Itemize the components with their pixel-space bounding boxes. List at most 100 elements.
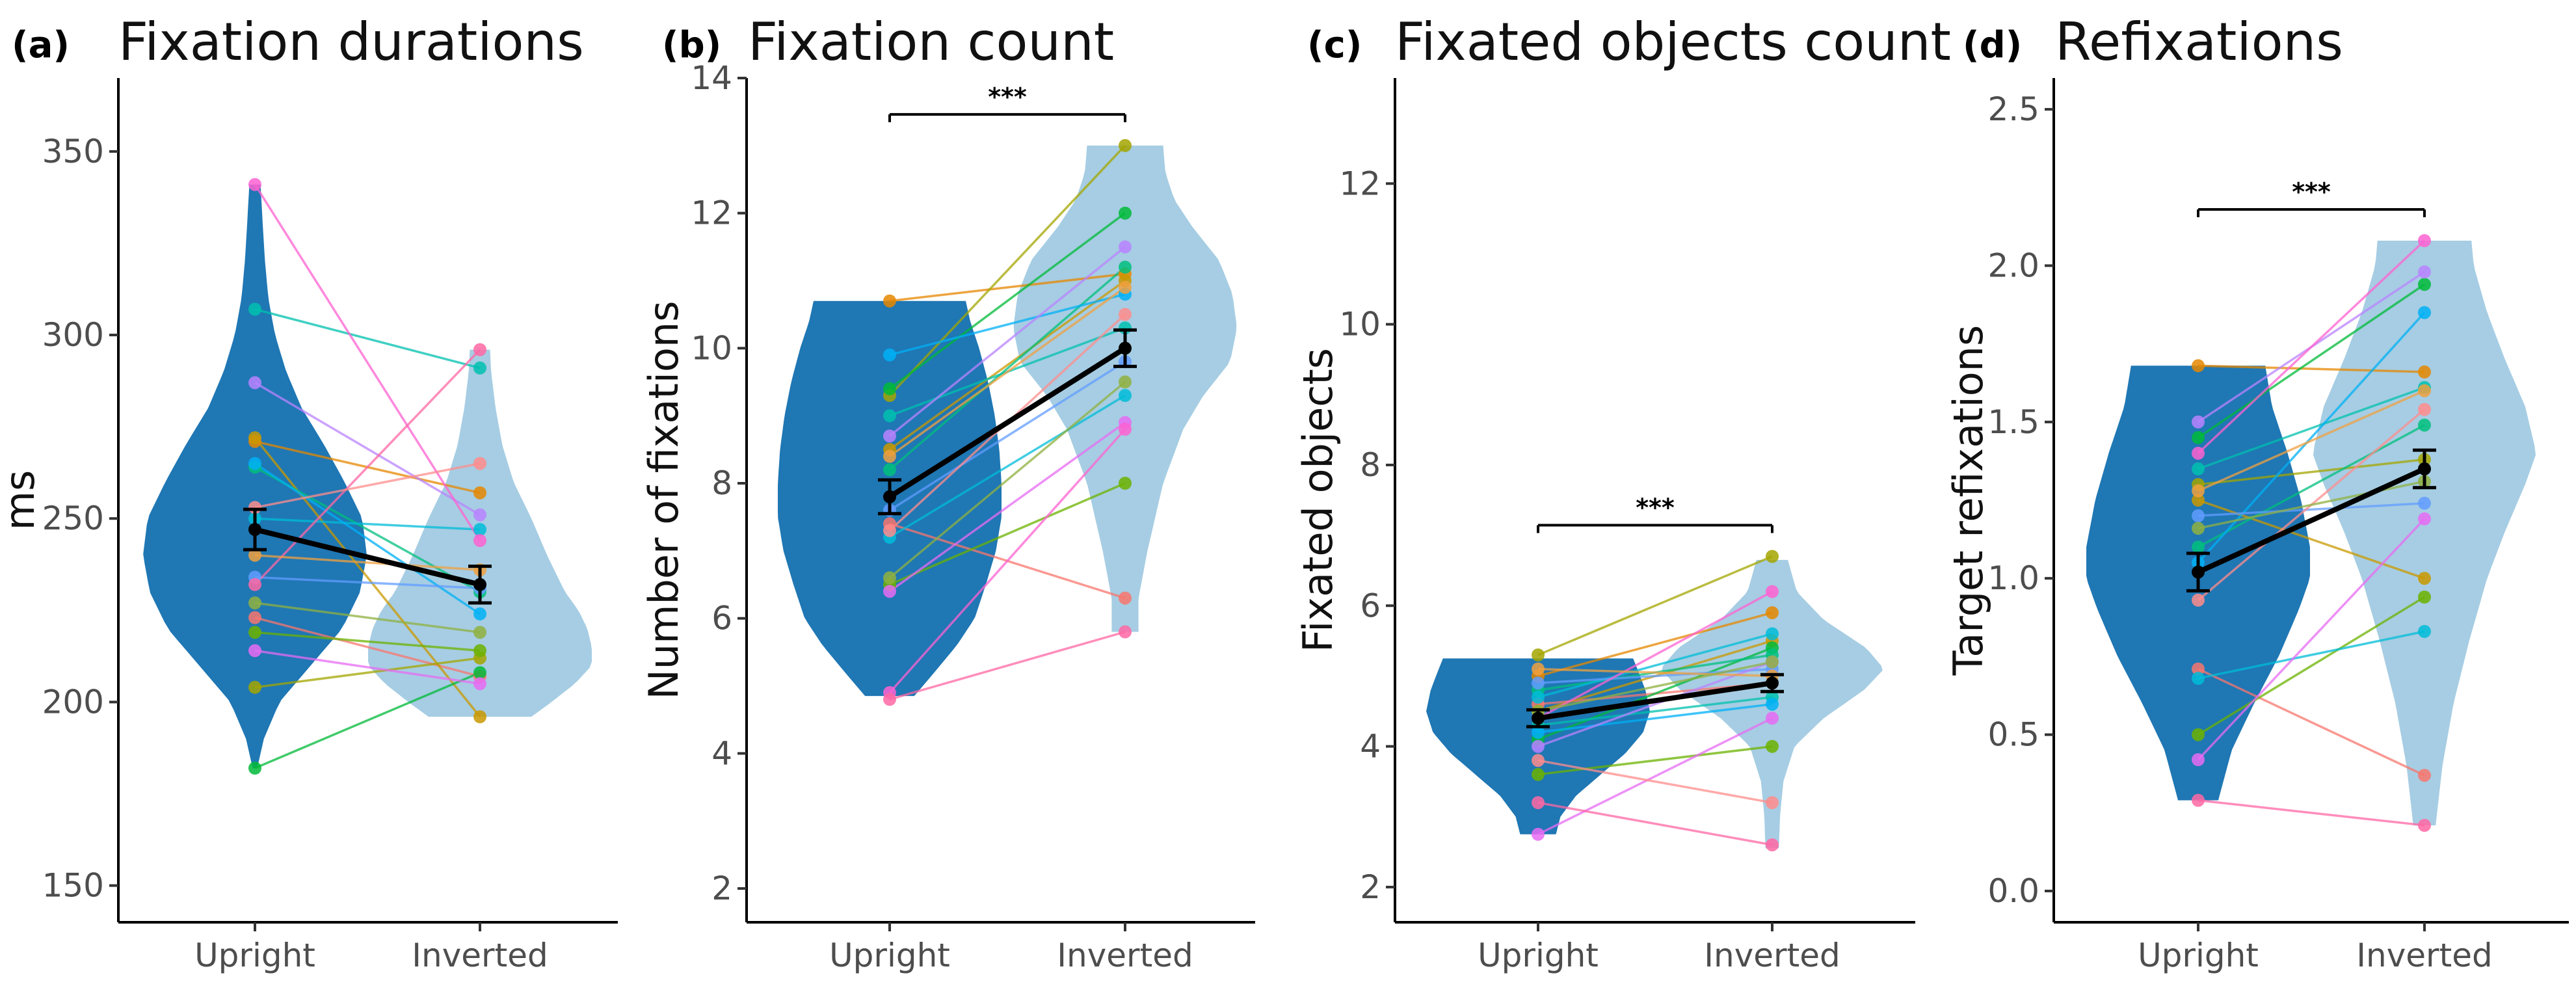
participant-line-18 bbox=[1537, 661, 1773, 713]
participant-point-18-inverted bbox=[1766, 655, 1779, 669]
participant-point-13-inverted bbox=[473, 677, 486, 691]
violin-inverted bbox=[1013, 145, 1237, 632]
participant-point-18-upright bbox=[2192, 522, 2205, 535]
y-tick-label: 14 bbox=[691, 59, 732, 97]
participant-point-12-inverted bbox=[473, 508, 486, 522]
participant-point-7-inverted bbox=[1119, 260, 1132, 274]
participant-line-4 bbox=[1537, 555, 1773, 656]
participant-line-2 bbox=[2198, 364, 2425, 373]
participant-point-17-upright bbox=[248, 548, 261, 562]
participant-point-16-inverted bbox=[1119, 308, 1132, 321]
panel-title: Refixations bbox=[2055, 12, 2343, 72]
participant-point-17-upright bbox=[883, 449, 896, 463]
y-tick-label: 1.5 bbox=[1987, 403, 2039, 441]
participant-point-14-inverted bbox=[473, 534, 486, 548]
participant-point-15-upright bbox=[883, 693, 896, 706]
participant-point-8-upright bbox=[883, 409, 896, 423]
y-tick-label: 2.0 bbox=[1987, 246, 2039, 284]
participant-point-1-inverted bbox=[1119, 591, 1132, 605]
participant-point-6-inverted bbox=[2418, 278, 2431, 291]
participant-point-14-inverted bbox=[2418, 234, 2431, 247]
y-tick-label: 1.0 bbox=[1987, 559, 2039, 597]
participant-line-9 bbox=[1537, 632, 1773, 699]
participant-point-15-inverted bbox=[473, 343, 486, 356]
participant-point-4-inverted bbox=[1766, 550, 1779, 563]
participant-line-14 bbox=[254, 183, 481, 542]
participant-point-9-upright bbox=[2192, 672, 2205, 685]
y-tick-label: 12 bbox=[1339, 165, 1381, 202]
participant-point-10-inverted bbox=[1766, 697, 1779, 711]
participant-line-13 bbox=[254, 649, 481, 685]
participant-point-1-upright bbox=[2192, 662, 2205, 676]
x-tick-label: Upright bbox=[2138, 937, 2259, 974]
y-tick-label: 250 bbox=[42, 500, 104, 537]
participant-point-3-inverted bbox=[2418, 572, 2431, 585]
participant-line-4 bbox=[254, 656, 481, 689]
participant-point-9-inverted bbox=[2418, 624, 2431, 638]
participant-line-18 bbox=[2198, 480, 2425, 530]
participant-point-15-upright bbox=[2192, 793, 2205, 807]
participant-point-12-upright bbox=[2192, 415, 2205, 429]
participant-point-12-inverted bbox=[2418, 265, 2431, 279]
participant-line-5 bbox=[889, 482, 1126, 586]
participant-point-16-inverted bbox=[1766, 796, 1779, 810]
participant-line-10 bbox=[1537, 702, 1773, 734]
participant-point-16-upright bbox=[883, 524, 896, 537]
participant-point-9-inverted bbox=[473, 523, 486, 537]
participant-point-4-upright bbox=[248, 680, 261, 694]
participant-line-17 bbox=[2198, 390, 2425, 492]
participant-line-11 bbox=[254, 576, 481, 590]
participant-point-15-upright bbox=[1532, 796, 1545, 810]
participant-point-18-inverted bbox=[1119, 375, 1132, 389]
participant-line-11 bbox=[889, 360, 1126, 512]
participant-point-9-upright bbox=[1532, 690, 1545, 704]
participant-line-5 bbox=[254, 631, 481, 652]
participant-point-13-upright bbox=[1532, 827, 1545, 841]
participant-point-2-upright bbox=[2192, 359, 2205, 373]
participant-line-9 bbox=[254, 517, 481, 531]
participant-line-8 bbox=[254, 308, 481, 369]
participant-point-16-upright bbox=[2192, 593, 2205, 607]
mean-line bbox=[888, 346, 1127, 500]
participant-line-15 bbox=[889, 630, 1126, 700]
participant-point-1-upright bbox=[248, 611, 261, 624]
y-tick-label: 10 bbox=[691, 329, 732, 367]
participant-line-1 bbox=[2198, 668, 2425, 777]
participant-point-3-upright bbox=[248, 431, 261, 445]
participant-point-11-upright bbox=[2192, 509, 2205, 522]
participant-point-15-upright bbox=[248, 578, 261, 591]
participant-point-2-inverted bbox=[473, 486, 486, 500]
participant-point-13-inverted bbox=[1766, 712, 1779, 725]
panel-title: Fixation count bbox=[748, 12, 1114, 72]
violin-upright bbox=[143, 184, 367, 768]
participant-point-9-inverted bbox=[1119, 389, 1132, 402]
participant-line-4 bbox=[888, 144, 1126, 397]
participant-point-4-upright bbox=[1532, 648, 1545, 661]
y-axis-title: Fixated objects bbox=[1294, 348, 1342, 652]
y-tick-label: 350 bbox=[42, 133, 104, 170]
participant-point-6-inverted bbox=[1119, 206, 1132, 220]
y-tick-label: 0.0 bbox=[1987, 872, 2039, 910]
y-tick-label: 2 bbox=[1360, 868, 1381, 906]
panel-title: Fixated objects count bbox=[1395, 12, 1951, 72]
violin-inverted bbox=[2313, 241, 2536, 825]
participant-line-6 bbox=[888, 212, 1126, 390]
participant-point-10-upright bbox=[883, 348, 896, 362]
participant-point-6-upright bbox=[2192, 431, 2205, 444]
participant-point-12-upright bbox=[1532, 740, 1545, 753]
participant-point-17-inverted bbox=[1119, 280, 1132, 294]
participant-point-6-upright bbox=[248, 762, 261, 775]
y-tick-label: 2 bbox=[711, 870, 732, 907]
x-tick-label: Inverted bbox=[1057, 937, 1193, 974]
participant-line-14 bbox=[2197, 239, 2426, 455]
y-tick-label: 12 bbox=[691, 194, 732, 232]
participant-point-14-inverted bbox=[1119, 423, 1132, 436]
participant-point-16-upright bbox=[1532, 754, 1545, 767]
x-tick-label: Inverted bbox=[1704, 937, 1840, 974]
participant-line-5 bbox=[1537, 745, 1773, 776]
participant-point-6-upright bbox=[883, 382, 896, 395]
participant-line-14 bbox=[1537, 591, 1773, 719]
mean-line bbox=[2197, 466, 2426, 575]
participant-point-14-upright bbox=[2192, 446, 2205, 460]
participant-point-7-upright bbox=[2192, 540, 2205, 554]
